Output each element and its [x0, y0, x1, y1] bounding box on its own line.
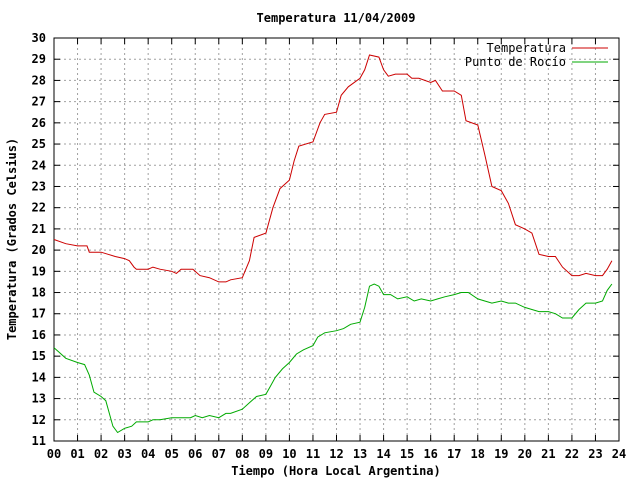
y-tick-label: 27	[32, 95, 46, 109]
x-tick-label: 07	[212, 447, 226, 461]
x-axis-label: Tiempo (Hora Local Argentina)	[231, 464, 441, 478]
x-tick-label: 22	[565, 447, 579, 461]
x-tick-label: 05	[164, 447, 178, 461]
y-tick-label: 21	[32, 222, 46, 236]
x-tick-label: 21	[541, 447, 555, 461]
y-axis-label: Temperatura (Grados Celsius)	[5, 138, 19, 340]
x-axis-ticks: 00 01 02 03 04 05 06 07 08 09 10 11 12 13 14 15 16 17 18 19…	[47, 38, 626, 461]
x-tick-label: 06	[188, 447, 202, 461]
y-tick-label: 22	[32, 201, 46, 215]
x-tick-label: 01	[70, 447, 84, 461]
y-tick-label: 11	[32, 434, 46, 448]
x-tick-label: 24	[612, 447, 626, 461]
x-tick-label: 17	[447, 447, 461, 461]
y-tick-label: 26	[32, 116, 46, 130]
x-tick-label: 15	[400, 447, 414, 461]
y-tick-label: 20	[32, 243, 46, 257]
x-tick-label: 02	[94, 447, 108, 461]
series-line-punto-de-rocio	[53, 283, 613, 434]
x-tick-label: 08	[235, 447, 249, 461]
x-tick-label: 23	[588, 447, 602, 461]
legend: Temperatura Punto de Rocío	[465, 41, 608, 69]
x-tick-label: 18	[471, 447, 485, 461]
y-tick-label: 13	[32, 392, 46, 406]
y-tick-label: 24	[32, 158, 46, 172]
series-layer	[53, 54, 613, 434]
series-line-temperatura	[53, 54, 613, 283]
x-tick-label: 09	[259, 447, 273, 461]
grid	[54, 38, 619, 441]
y-tick-label: 18	[32, 286, 46, 300]
x-tick-label: 00	[47, 447, 61, 461]
x-tick-label: 10	[282, 447, 296, 461]
x-tick-label: 20	[518, 447, 532, 461]
x-tick-label: 16	[423, 447, 437, 461]
y-tick-label: 28	[32, 73, 46, 87]
x-tick-label: 13	[353, 447, 367, 461]
x-tick-label: 14	[376, 447, 390, 461]
y-tick-label: 16	[32, 328, 46, 342]
x-tick-label: 04	[141, 447, 155, 461]
y-tick-label: 12	[32, 413, 46, 427]
y-axis-ticks: 11 12 13 14 15 16 17 18 19 20 21 22 23 24 25 26 27 28 29 30	[32, 31, 619, 448]
y-tick-label: 15	[32, 349, 46, 363]
y-tick-label: 23	[32, 179, 46, 193]
x-tick-label: 03	[117, 447, 131, 461]
x-tick-label: 11	[306, 447, 320, 461]
y-tick-label: 17	[32, 307, 46, 321]
y-tick-label: 30	[32, 31, 46, 45]
y-tick-label: 14	[32, 370, 46, 384]
y-tick-label: 19	[32, 264, 46, 278]
y-tick-label: 29	[32, 52, 46, 66]
x-tick-label: 12	[329, 447, 343, 461]
legend-label-punto-de-rocio: Punto de Rocío	[465, 55, 566, 69]
legend-label-temperatura: Temperatura	[487, 41, 566, 55]
chart-title: Temperatura 11/04/2009	[257, 11, 416, 25]
x-tick-label: 19	[494, 447, 508, 461]
y-tick-label: 25	[32, 137, 46, 151]
